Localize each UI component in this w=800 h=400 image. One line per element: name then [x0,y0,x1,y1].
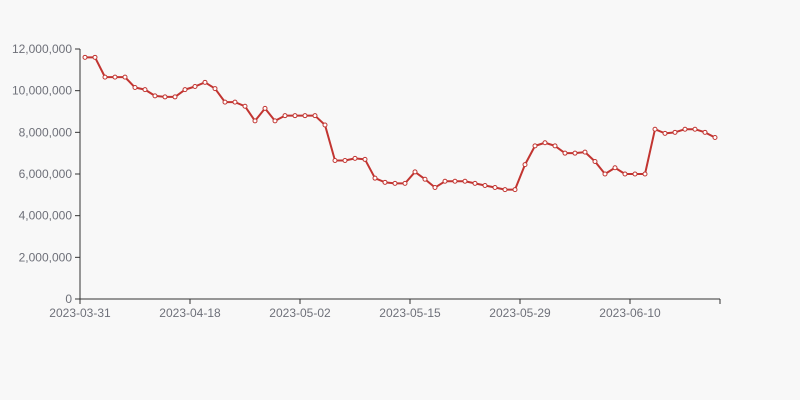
data-point [152,93,158,99]
data-point [322,122,328,128]
data-point [292,113,298,119]
data-point [502,187,508,193]
data-point [222,99,228,105]
x-tick-label: 2023-05-02 [269,306,331,320]
data-points [82,54,718,193]
data-point [362,156,368,162]
data-point [452,178,458,184]
data-point [522,162,528,168]
data-point [82,54,88,60]
data-point [582,149,588,155]
data-point [492,185,498,191]
data-point [402,180,408,186]
data-point [312,113,318,119]
data-point [172,94,178,100]
data-point [122,74,128,80]
data-point [442,178,448,184]
data-point [462,178,468,184]
data-point [632,171,638,177]
data-point [192,84,198,89]
data-point [92,54,98,60]
data-point [262,105,268,111]
x-tick-label: 2023-04-18 [159,306,221,320]
data-point [412,169,418,175]
data-point [672,129,678,135]
data-point [332,157,338,163]
y-tick-label: 6,000,000 [19,167,73,181]
data-point [592,159,598,164]
x-tick-label: 2023-05-15 [379,306,441,320]
data-point [692,126,698,132]
series-line [85,56,716,191]
y-tick-label: 2,000,000 [19,250,73,264]
data-point [142,87,148,93]
data-point [242,103,248,109]
data-point [272,118,278,124]
x-axis: 2023-03-31 2023-04-18 2023-05-02 2023-05-15… [49,298,721,320]
data-point [612,165,618,171]
data-point [112,74,118,80]
x-tick-label: 2023-06-10 [599,306,661,320]
data-point [212,86,218,92]
data-point [642,171,648,177]
data-point [712,135,718,141]
x-tick-label: 2023-03-31 [49,306,111,320]
data-point [282,113,288,119]
data-point [472,180,478,186]
y-tick-label: 0 [65,292,72,306]
y-tick-label: 4,000,000 [19,209,73,223]
data-point [702,129,708,135]
data-point [202,79,208,85]
data-point [302,113,308,119]
data-point [662,130,668,136]
y-tick-label: 12,000,000 [12,42,72,56]
data-point [512,187,518,193]
data-point [432,185,438,191]
data-point [602,171,608,177]
data-point [552,143,558,149]
data-point [392,180,398,186]
data-point [422,176,428,182]
data-point [252,118,258,124]
data-point [182,87,188,93]
data-point [622,171,628,177]
data-point [572,150,578,156]
data-point [482,182,488,188]
data-point [372,175,378,181]
y-axis: 0 2,000,000 4,000,000 6,000,000 8,000,000 10,… [12,42,81,306]
data-point [652,126,658,132]
data-point [352,155,358,161]
data-point [682,126,688,132]
data-point [102,74,108,80]
data-point [132,85,138,91]
data-point [382,179,388,185]
y-tick-label: 8,000,000 [19,125,73,139]
data-point [562,150,568,156]
data-point [532,143,538,149]
data-point [542,140,548,146]
data-point [342,157,348,163]
data-point [162,94,168,100]
data-point [232,99,238,105]
y-tick-label: 10,000,000 [12,84,72,98]
x-tick-label: 2023-05-29 [489,306,551,320]
